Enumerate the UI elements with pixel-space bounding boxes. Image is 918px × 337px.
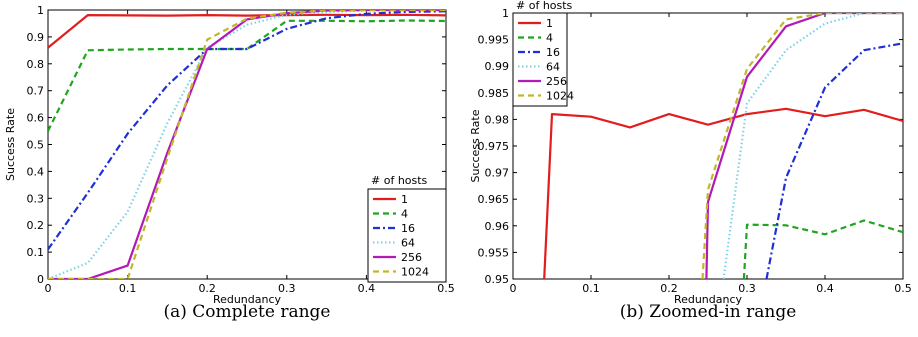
chart-1-y-tick-label: 0.985 bbox=[478, 87, 510, 100]
chart-0-y-tick-label: 0 bbox=[37, 273, 44, 286]
chart-0-legend-box bbox=[367, 188, 447, 283]
chart-0-series-line-1 bbox=[48, 13, 446, 49]
chart-1-legend-label-1: 1 bbox=[546, 17, 553, 30]
chart-0-legend-label-16: 16 bbox=[401, 222, 415, 235]
chart-0-y-tick-label: 0.3 bbox=[27, 192, 45, 205]
chart-1-y-tick-label: 0.975 bbox=[478, 140, 510, 153]
chart-0-legend-label-4: 4 bbox=[401, 208, 408, 221]
chart-0-legend-label-1: 1 bbox=[401, 193, 408, 206]
chart-1-y-tick-label: 0.965 bbox=[478, 193, 510, 206]
chart-0-series-line-256 bbox=[48, 10, 446, 279]
chart-1-x-tick-label: 0.1 bbox=[582, 282, 600, 295]
chart-1-y-tick-label: 0.95 bbox=[485, 273, 510, 286]
chart-0-y-axis-label: Success Rate bbox=[4, 108, 17, 181]
chart-0-y-tick-label: 0.9 bbox=[27, 31, 45, 44]
chart-0-legend-label-64: 64 bbox=[401, 237, 415, 250]
chart-1-legend-label-16: 16 bbox=[546, 46, 560, 59]
chart-0-x-axis-label: Redundancy bbox=[213, 293, 282, 306]
chart-0-legend-title: # of hosts bbox=[371, 174, 428, 187]
chart-0-x-tick-label: 0.5 bbox=[437, 282, 455, 295]
chart-0-series-line-64 bbox=[48, 10, 446, 279]
chart-1-y-axis-label: Success Rate bbox=[469, 109, 482, 182]
chart-1-y-tick-label: 0.995 bbox=[478, 34, 510, 47]
chart-0-series-line-4 bbox=[48, 19, 446, 132]
chart-0-series-line-16 bbox=[48, 10, 446, 251]
chart-1-series-line-64 bbox=[722, 13, 903, 279]
panel-a: 0 0.1 0.2 0.3 0.4 0.5 0 0.1 0.2 0.3 0.4 0.5 0.6 0.7 0.… bbox=[4, 4, 455, 322]
chart-1-legend-title: # of hosts bbox=[516, 0, 573, 12]
chart-1-caption: (b) Zoomed-in range bbox=[620, 302, 797, 322]
chart-1-series-line-4 bbox=[742, 219, 903, 279]
chart-1-series-line-1 bbox=[543, 107, 903, 279]
chart-0-legend-label-1024: 1024 bbox=[401, 266, 429, 279]
chart-0-x-tick-label: 0.3 bbox=[278, 282, 296, 295]
chart-1-y-tick-label: 0.955 bbox=[478, 246, 510, 259]
chart-1-series-line-1024 bbox=[701, 13, 903, 279]
chart-1-series-line-16 bbox=[765, 42, 903, 279]
chart-1-legend-label-4: 4 bbox=[546, 32, 553, 45]
chart-1-y-tick-label: 0.98 bbox=[485, 113, 510, 126]
chart-1-legend-label-256: 256 bbox=[546, 75, 567, 88]
chart-0-y-tick-label: 0.4 bbox=[27, 165, 45, 178]
chart-0-y-tick-label: 0.6 bbox=[27, 112, 45, 125]
chart-0-x-tick-label: 0 bbox=[45, 282, 52, 295]
chart-0-y-tick-label: 0.5 bbox=[27, 139, 45, 152]
chart-1-legend-label-1024: 1024 bbox=[546, 90, 574, 103]
chart-1-x-tick-label: 0 bbox=[510, 282, 517, 295]
chart-1-legend-box bbox=[512, 12, 568, 107]
chart-0-legend-label-256: 256 bbox=[401, 251, 422, 264]
chart-0-x-tick-label: 0.4 bbox=[358, 282, 376, 295]
chart-0-series-group bbox=[48, 10, 446, 279]
chart-0-x-tick-label: 0.1 bbox=[119, 282, 137, 295]
chart-1-y-tick-label: 1 bbox=[502, 7, 509, 20]
chart-0-y-tick-label: 0.2 bbox=[27, 219, 45, 232]
chart-1-x-tick-label: 0.2 bbox=[660, 282, 678, 295]
panel-b: 0 0.1 0.2 0.3 0.4 0.5 0.95 0.955 0.96 0.965 0.97 0.… bbox=[469, 0, 912, 322]
chart-0-y-tick-label: 0.1 bbox=[27, 246, 45, 259]
chart-0-y-tick-label: 1 bbox=[37, 4, 44, 17]
chart-1-y-tick-label: 0.96 bbox=[485, 220, 510, 233]
chart-1-x-axis-label: Redundancy bbox=[674, 293, 743, 306]
chart-0-x-tick-label: 0.2 bbox=[198, 282, 216, 295]
chart-0-y-tick-label: 0.8 bbox=[27, 58, 45, 71]
chart-0-caption: (a) Complete range bbox=[164, 302, 331, 322]
chart-1-series-group bbox=[543, 13, 903, 279]
chart-1-x-tick-label: 0.3 bbox=[738, 282, 756, 295]
chart-0-y-tick-label: 0.7 bbox=[27, 85, 45, 98]
chart-1-y-tick-label: 0.99 bbox=[485, 60, 510, 73]
chart-1-legend-label-64: 64 bbox=[546, 61, 560, 74]
chart-1-x-tick-label: 0.5 bbox=[894, 282, 912, 295]
chart-1-series-line-256 bbox=[705, 13, 903, 279]
chart-1-x-tick-label: 0.4 bbox=[816, 282, 834, 295]
chart-1-y-tick-label: 0.97 bbox=[485, 167, 510, 180]
